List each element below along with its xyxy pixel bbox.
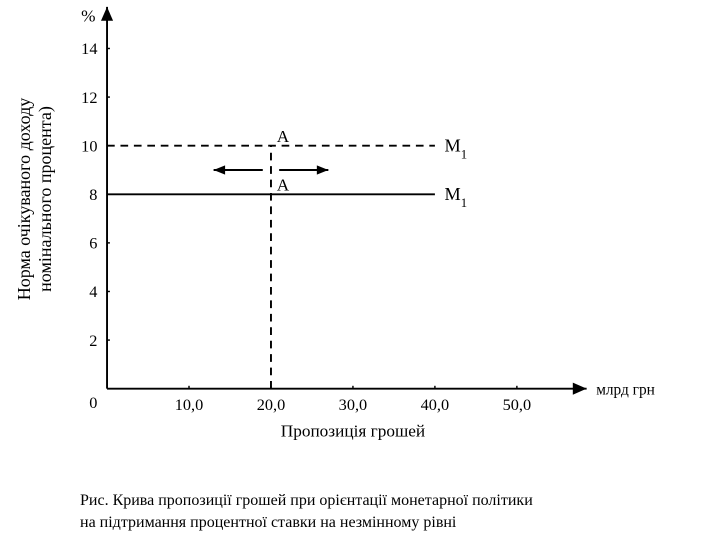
y-tick-label: 2 <box>89 331 97 350</box>
y-tick-label: 12 <box>81 88 97 107</box>
y-tick-label: 6 <box>89 234 97 253</box>
arrow-right-head <box>317 165 329 174</box>
x-axis-title: Пропозиція грошей <box>281 422 425 441</box>
caption-prefix: Рис. <box>80 492 109 509</box>
x-axis-arrowhead <box>573 383 587 395</box>
y-tick-label: 8 <box>89 185 97 204</box>
arrow-left-head <box>214 165 226 174</box>
chart-stage: % 10,0 20,0 30,0 40,0 50,0 2 4 6 8 10 12 14 0 млрд грн… <box>0 0 720 540</box>
y-axis-arrowhead <box>101 7 113 21</box>
x-tick-label: 50,0 <box>503 395 532 414</box>
origin-label: 0 <box>89 393 97 412</box>
y-tick-label: 14 <box>81 39 97 58</box>
caption-line1: Крива пропозиції грошей при орієнтації м… <box>113 492 533 509</box>
x-tick-label: 40,0 <box>421 395 450 414</box>
point-label-a-upper: A <box>277 127 290 146</box>
m1-label-upper: M1 <box>444 135 467 161</box>
x-tick-label: 20,0 <box>257 395 286 414</box>
plot-area: %10,020,030,040,050,024681012140млрд грн… <box>105 25 575 405</box>
x-axis-unit: млрд грн <box>596 381 655 398</box>
y-tick-label: 10 <box>81 136 97 155</box>
caption-line2: на підтримання процентної ставки на незм… <box>80 514 456 531</box>
point-label-a-lower: A <box>277 175 290 194</box>
y-tick-label: 4 <box>89 282 97 301</box>
m1-label-lower: M1 <box>444 184 467 210</box>
x-tick-label: 30,0 <box>339 395 368 414</box>
figure-caption: Рис. Крива пропозиції грошей при орієнта… <box>80 490 533 533</box>
x-tick-label: 10,0 <box>175 395 204 414</box>
y-axis-title: Норма очікуваного доходу номінального пр… <box>14 39 56 359</box>
y-axis-unit: % <box>81 6 95 25</box>
